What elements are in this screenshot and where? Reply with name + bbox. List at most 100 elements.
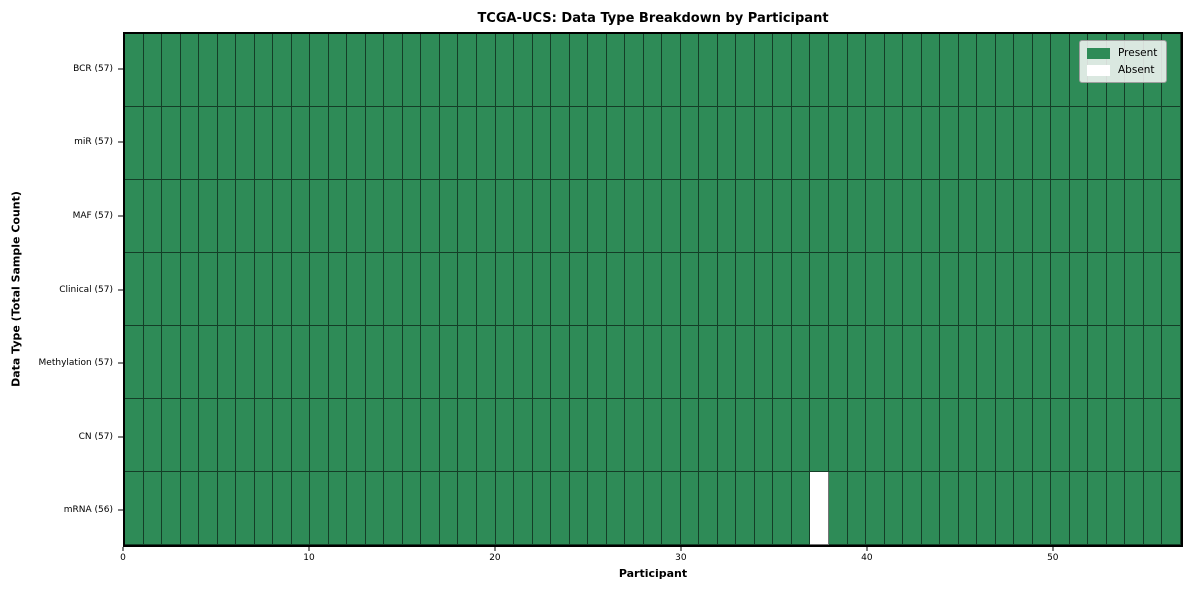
- heatmap-cell: [958, 34, 978, 107]
- heatmap-cell: [143, 34, 163, 107]
- heatmap-cell: [365, 107, 385, 180]
- heatmap-cell: [995, 326, 1015, 399]
- heatmap-cell: [736, 34, 755, 107]
- heatmap-cell: [569, 34, 589, 107]
- heatmap-cell: [328, 34, 348, 107]
- heatmap-cell: [810, 107, 829, 180]
- heatmap-cell: [1069, 326, 1089, 399]
- heatmap-cell: [588, 399, 607, 472]
- y-tick-mark: [118, 141, 123, 143]
- heatmap-cell: [773, 107, 792, 180]
- legend-item-present: Present: [1087, 47, 1157, 59]
- heatmap-cell: [1125, 399, 1144, 472]
- heatmap-cell: [291, 34, 311, 107]
- heatmap-cell: [125, 326, 144, 399]
- heatmap-cell: [254, 253, 274, 326]
- y-tick-mark: [118, 436, 123, 438]
- heatmap-cell: [310, 472, 329, 545]
- heatmap-cell: [125, 253, 144, 326]
- y-tick-mark: [118, 362, 123, 364]
- heatmap-cell: [439, 180, 459, 253]
- heatmap-cell: [254, 326, 274, 399]
- heatmap-cell: [217, 253, 237, 326]
- heatmap-cell: [328, 107, 348, 180]
- heatmap-cell: [273, 472, 292, 545]
- heatmap-cell: [1143, 472, 1163, 545]
- heatmap-cell: [291, 472, 311, 545]
- heatmap-cell: [717, 472, 737, 545]
- heatmap-cell: [921, 472, 941, 545]
- heatmap-cell: [180, 180, 200, 253]
- heatmap-cell: [606, 107, 626, 180]
- heatmap-cell: [1162, 326, 1181, 399]
- heatmap-cell: [495, 472, 515, 545]
- heatmap-cell: [1088, 107, 1107, 180]
- y-tick-label: BCR (57): [73, 63, 113, 74]
- heatmap-cell: [977, 107, 996, 180]
- heatmap-cell: [551, 472, 570, 545]
- heatmap-cell: [958, 472, 978, 545]
- heatmap-cell: [940, 253, 959, 326]
- heatmap-cell: [680, 399, 700, 472]
- y-tick-label: CN (57): [78, 431, 113, 442]
- heatmap-cell: [810, 326, 829, 399]
- y-tick-label: mRNA (56): [63, 505, 113, 516]
- heatmap-cell: [643, 399, 663, 472]
- heatmap-cell: [1106, 326, 1126, 399]
- heatmap-cell: [662, 399, 681, 472]
- heatmap-cell: [977, 180, 996, 253]
- heatmap-cell: [125, 472, 144, 545]
- heatmap-cell: [717, 34, 737, 107]
- x-tick-mark: [866, 547, 868, 551]
- heatmap-cell: [402, 34, 422, 107]
- heatmap-cell: [847, 180, 867, 253]
- heatmap-cell: [476, 180, 496, 253]
- heatmap-cell: [328, 253, 348, 326]
- heatmap-cell: [977, 326, 996, 399]
- heatmap-cell: [365, 472, 385, 545]
- y-axis-ticks: BCR (57) miR (57) MAF (57) Clinical (57) Met…: [0, 32, 123, 547]
- heatmap-cell: [458, 399, 477, 472]
- heatmap-cell: [717, 107, 737, 180]
- heatmap-cell: [717, 180, 737, 253]
- heatmap-cell: [476, 107, 496, 180]
- heatmap-cell: [217, 399, 237, 472]
- heatmap-cell: [476, 34, 496, 107]
- y-tick-label: Clinical (57): [59, 284, 113, 295]
- heatmap-cell: [217, 180, 237, 253]
- heatmap-cell: [384, 399, 403, 472]
- heatmap-cell: [680, 180, 700, 253]
- heatmap-cell: [384, 253, 403, 326]
- y-tick-label: miR (57): [74, 137, 113, 148]
- heatmap-cell: [828, 253, 848, 326]
- heatmap-cell: [643, 34, 663, 107]
- heatmap-cell: [958, 253, 978, 326]
- heatmap-cell: [384, 34, 403, 107]
- heatmap-cell: [532, 34, 552, 107]
- heatmap-cell: [569, 180, 589, 253]
- heatmap-cell: [365, 399, 385, 472]
- heatmap-cell: [995, 253, 1015, 326]
- heatmap-cell: [217, 107, 237, 180]
- heatmap-cell: [662, 253, 681, 326]
- heatmap-cell: [1014, 472, 1033, 545]
- x-tick-mark: [680, 547, 682, 551]
- heatmap-cell: [439, 107, 459, 180]
- heatmap-cell: [162, 472, 181, 545]
- heatmap-cell: [1014, 253, 1033, 326]
- heatmap-cell: [347, 34, 366, 107]
- heatmap-cell: [180, 472, 200, 545]
- heatmap-cell: [347, 326, 366, 399]
- heatmap-cell: [680, 34, 700, 107]
- heatmap-cell: [625, 107, 644, 180]
- heatmap-cell: [588, 472, 607, 545]
- heatmap-cell: [421, 180, 440, 253]
- heatmap-cell: [162, 326, 181, 399]
- heatmap-cell: [1014, 34, 1033, 107]
- heatmap-cell: [125, 34, 144, 107]
- heatmap-cell: [754, 180, 774, 253]
- heatmap-cell: [421, 253, 440, 326]
- heatmap-cell: [402, 399, 422, 472]
- heatmap-cell: [921, 399, 941, 472]
- heatmap-cell: [476, 253, 496, 326]
